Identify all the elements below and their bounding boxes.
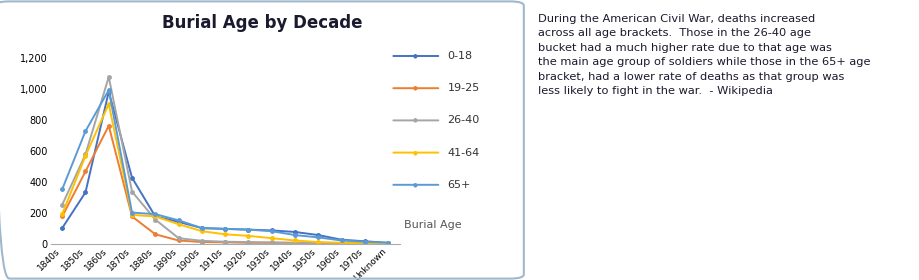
Text: ●: ●	[413, 150, 418, 155]
Text: 26-40: 26-40	[448, 115, 480, 125]
Text: Burial Age by Decade: Burial Age by Decade	[162, 14, 362, 32]
Text: ●: ●	[413, 182, 418, 187]
Text: ●: ●	[413, 118, 418, 123]
Text: ●: ●	[413, 86, 418, 91]
Text: 0-18: 0-18	[448, 51, 472, 61]
Text: 19-25: 19-25	[448, 83, 480, 93]
Text: ●: ●	[413, 53, 418, 59]
Text: 65+: 65+	[448, 180, 471, 190]
Text: During the American Civil War, deaths increased
across all age brackets.  Those : During the American Civil War, deaths in…	[538, 14, 870, 96]
Text: 41-64: 41-64	[448, 148, 480, 158]
Text: Burial Age: Burial Age	[404, 220, 462, 230]
